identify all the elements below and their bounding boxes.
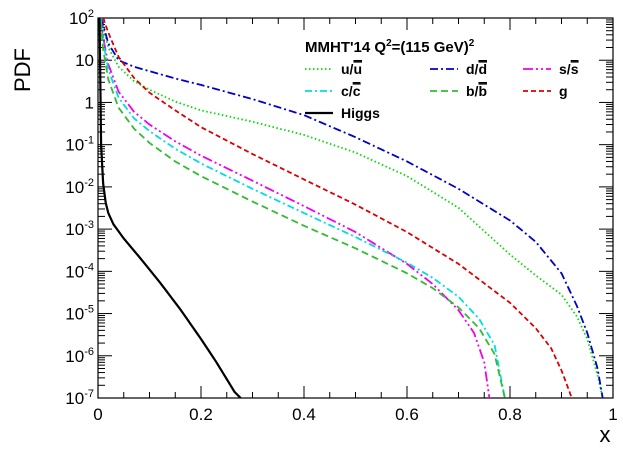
legend-label: g [559,83,568,99]
series-line-bb [99,22,506,398]
legend-label: d/d [466,61,487,77]
y-tick-label: 1 [85,93,94,112]
x-tick-label: 0.4 [292,405,316,424]
legend-label: b/b [466,83,487,99]
legend-label: Higgs [341,105,380,121]
x-tick-label: 0.2 [189,405,213,424]
series-line-dd [99,18,604,398]
series-line-g [102,18,573,398]
y-tick-label: 10 [75,51,94,70]
x-tick-label: 0 [93,405,102,424]
x-tick-label: 1 [608,405,617,424]
series-line-higgs [98,18,242,398]
y-tick-label: 10-7 [65,388,94,408]
x-tick-label: 0.8 [498,405,522,424]
x-axis-title: x [600,422,611,447]
y-tick-label: 102 [69,8,94,28]
series-line-cc [99,18,506,398]
x-axis: 0 0.2 0.4 0.6 0.8 1 [93,18,618,424]
legend: MMHT'14 Q2=(115 GeV)2 u/u d/d s/s c/c b/b g Hi… [305,38,579,121]
y-tick-label: 10-2 [65,177,94,197]
legend-label: c/c [341,83,361,99]
y-tick-label: 10-3 [65,219,94,239]
y-tick-label: 10-6 [65,346,94,366]
y-axis-title: PDF [10,48,35,92]
y-axis: 10-7 10-6 10-5 10-4 10-3 10-2 10-1 1 10 102 [65,8,613,408]
y-tick-label: 10-5 [65,304,94,324]
series-group [98,18,604,398]
legend-label: s/s [559,61,579,77]
series-line-uu [99,18,604,398]
legend-title: MMHT'14 Q2=(115 GeV)2 [305,38,475,56]
y-tick-label: 10-1 [65,135,94,155]
y-tick-label: 10-4 [65,261,94,281]
x-tick-label: 0.6 [395,405,419,424]
series-line-ss [99,18,491,398]
legend-label: u/u [341,61,362,77]
